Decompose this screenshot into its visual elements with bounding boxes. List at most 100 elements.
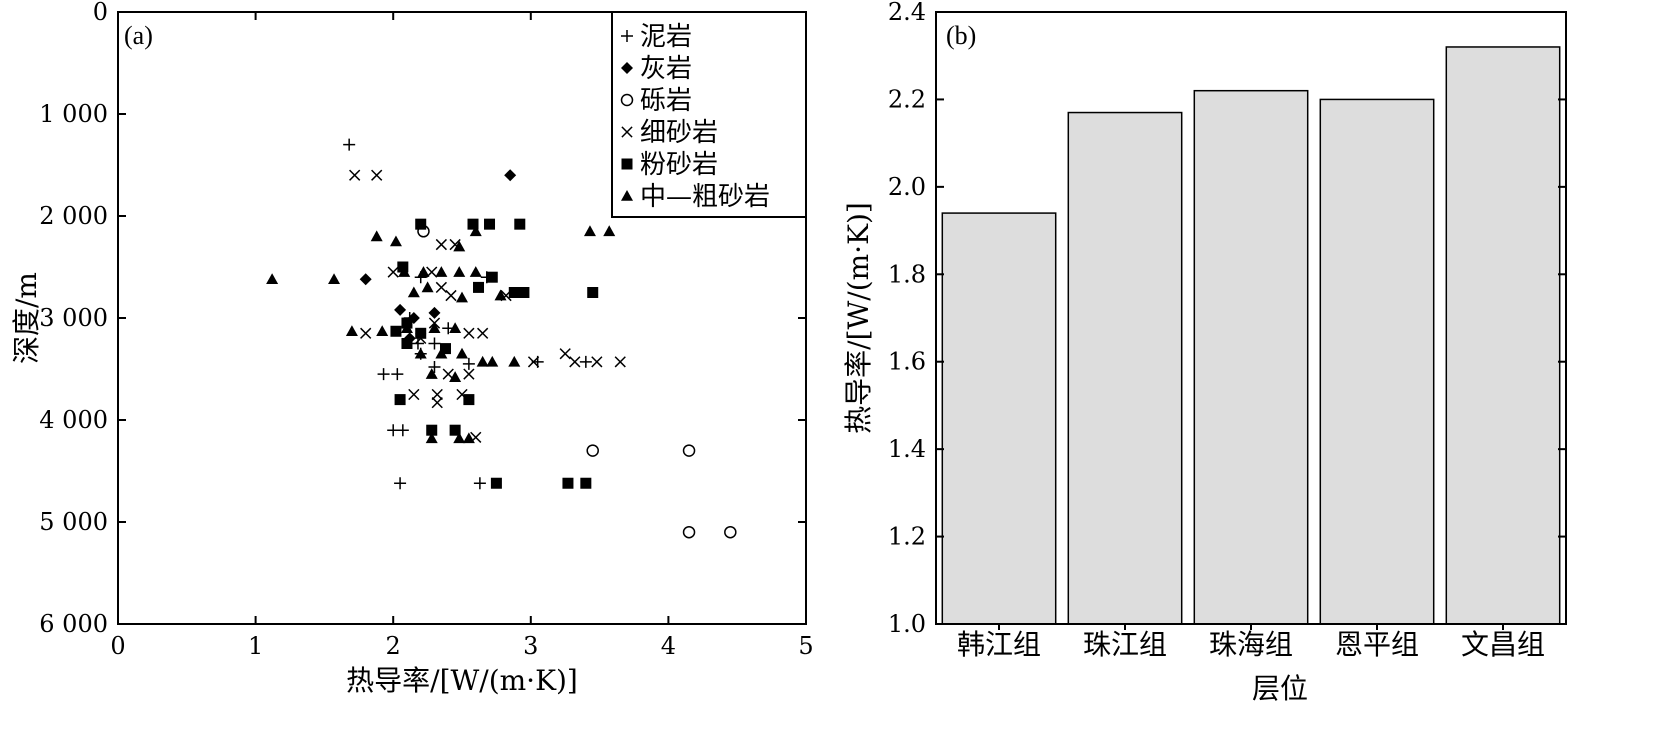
scatter-point-triangle: [583, 225, 596, 237]
scatter-points: [266, 138, 737, 539]
scatter-point-square: [490, 477, 502, 489]
legend-marker-triangle: [621, 190, 633, 201]
scatter-point-triangle: [449, 322, 462, 333]
x-tick-label: 4: [661, 632, 676, 660]
legend-label: 砾岩: [640, 86, 692, 116]
legend-label: 泥岩: [640, 22, 692, 52]
scatter-point-square: [463, 394, 475, 406]
scatter-point-plus: [396, 424, 409, 437]
category-label: 文昌组: [1461, 628, 1545, 661]
legend-marker-square: [621, 158, 633, 170]
scatter-point-square: [390, 325, 402, 337]
scatter-point-plus: [428, 360, 441, 373]
x-tick-label: 0: [110, 632, 125, 660]
scatter-y-axis-label: 深度/m: [10, 272, 43, 364]
scatter-point-plus: [343, 138, 356, 151]
scatter-point-triangle: [421, 281, 434, 293]
bar: [1445, 46, 1561, 625]
y-tick-label: 1.8: [888, 260, 926, 288]
scatter-point-plus: [579, 355, 592, 368]
x-tick-label: 5: [798, 632, 813, 660]
scatter-point-square: [467, 218, 479, 230]
scatter-point-cross: [569, 356, 581, 368]
y-tick-label: 4 000: [39, 406, 108, 434]
scatter-point-circle: [682, 444, 696, 457]
scatter-point-diamond: [428, 306, 441, 319]
category-label: 珠海组: [1209, 628, 1293, 661]
scatter-point-square: [473, 281, 485, 293]
scatter-point-triangle: [456, 291, 468, 303]
scatter-point-triangle: [376, 325, 389, 337]
scatter-point-triangle: [370, 230, 383, 242]
y-tick-label: 6 000: [39, 610, 108, 638]
scatter-point-diamond: [394, 303, 407, 316]
scatter-point-plus: [394, 477, 407, 490]
scatter-point-plus: [428, 337, 441, 350]
scatter-x-axis-label: 热导率/[W/(m·K)]: [346, 664, 578, 697]
scatter-point-triangle: [449, 371, 462, 382]
scatter-point-triangle: [494, 289, 507, 301]
scatter-point-triangle: [345, 325, 358, 337]
scatter-point-cross: [371, 169, 383, 181]
scatter-point-cross: [445, 289, 457, 302]
bar-category-labels: 韩江组 珠江组 珠海组 恩平组 文昌组: [957, 624, 1545, 661]
scatter-point-triangle: [469, 266, 482, 277]
y-tick-label: 1.4: [888, 435, 926, 463]
legend-marker-circle: [620, 93, 634, 107]
bar-x-axis-label: 层位: [1252, 672, 1308, 705]
scatter-point-square: [518, 287, 530, 298]
scatter-point-triangle: [398, 266, 411, 277]
y-tick-label: 2.4: [888, 0, 926, 26]
scatter-point-triangle: [389, 235, 402, 247]
scatter-point-cross: [614, 356, 626, 368]
y-tick-label: 2 000: [39, 202, 108, 230]
legend-label: 灰岩: [640, 54, 692, 84]
bar: [941, 212, 1057, 625]
scatter-point-triangle: [407, 286, 420, 298]
scatter-point-cross: [360, 327, 372, 339]
scatter-point-triangle: [400, 322, 413, 333]
category-label: 珠江组: [1083, 628, 1167, 661]
scatter-point-triangle: [435, 266, 448, 277]
y-tick-label: 3 000: [39, 304, 108, 332]
scatter-point-triangle: [425, 432, 438, 444]
panel-label-a: (a): [124, 21, 153, 50]
scatter-point-square: [401, 338, 413, 349]
x-tick-label: 1: [248, 632, 263, 660]
category-label: 韩江组: [957, 628, 1041, 661]
scatter-point-diamond: [359, 273, 372, 286]
scatter-point-cross: [431, 397, 443, 409]
scatter-panel: (a) 0 1 000 2 000 3 000 4 000 5 000 6 000 0 1 2 3…: [10, 0, 814, 697]
y-tick-label: 5 000: [39, 508, 108, 536]
scatter-point-square: [562, 477, 574, 489]
legend-marker-plus: [621, 30, 633, 42]
scatter-point-triangle: [453, 266, 466, 277]
bar-panel: (b) 1.0 1.2 1.4 1.6 1.8 2.0 2.2 2.4 韩江组 珠江组 珠海组 恩平…: [842, 0, 1567, 705]
scatter-point-plus: [462, 357, 475, 370]
y-tick-label: 1 000: [39, 100, 108, 128]
panel-label-b: (b): [946, 21, 976, 50]
y-tick-label: 1.0: [888, 610, 926, 638]
scatter-point-cross: [408, 388, 420, 401]
scatter-point-cross: [477, 327, 489, 339]
scatter-point-triangle: [414, 347, 427, 359]
legend-label: 中—粗砂岩: [640, 182, 770, 212]
scatter-x-ticks: 0 1 2 3 4 5: [110, 12, 814, 660]
scatter-point-cross: [463, 368, 475, 380]
scatter-point-plus: [391, 368, 404, 381]
scatter-point-square: [514, 218, 526, 230]
scatter-point-cross: [559, 348, 571, 360]
bar: [1319, 98, 1435, 625]
scatter-point-square: [580, 477, 592, 489]
category-label: 恩平组: [1335, 628, 1419, 661]
scatter-y-ticks: 0 1 000 2 000 3 000 4 000 5 000 6 000: [39, 0, 806, 638]
scatter-point-triangle: [486, 355, 499, 367]
scatter-point-triangle: [266, 273, 279, 285]
scatter-point-triangle: [453, 432, 466, 444]
scatter-point-cross: [387, 266, 399, 278]
scatter-point-triangle: [476, 355, 489, 367]
x-tick-label: 2: [386, 632, 401, 660]
legend-label: 粉砂岩: [640, 150, 718, 180]
scatter-point-cross: [591, 356, 603, 368]
